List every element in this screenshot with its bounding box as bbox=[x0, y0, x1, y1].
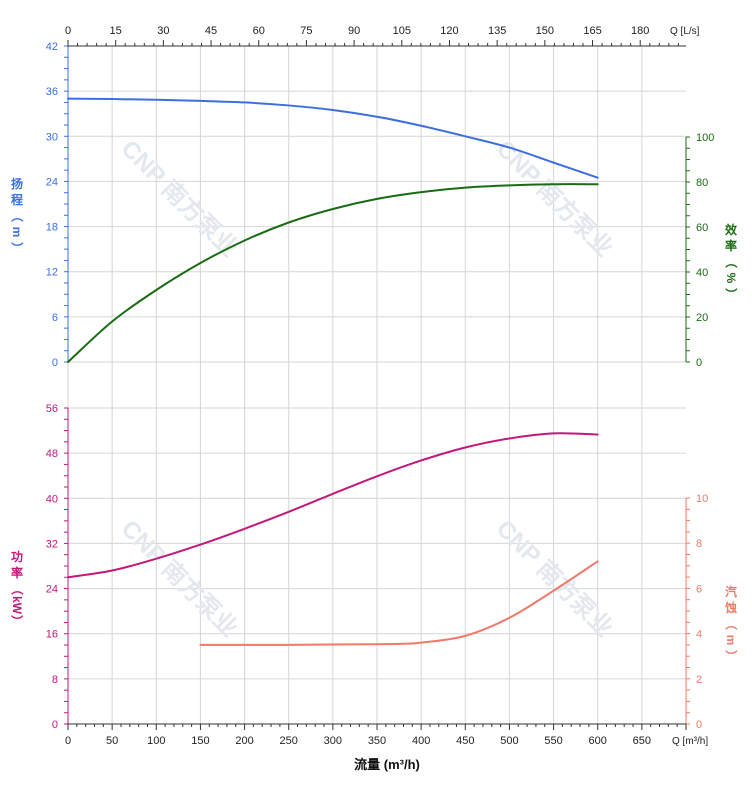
npsh-axis-label: （ bbox=[724, 618, 739, 630]
power-tick-label: 48 bbox=[46, 448, 58, 460]
x-top-axis-unit: Q [L/s] bbox=[670, 26, 700, 37]
head-tick-label: 24 bbox=[46, 176, 58, 188]
power-axis-label: （ bbox=[10, 583, 25, 595]
x-top-tick-label: 135 bbox=[488, 25, 506, 37]
power-tick-label: 0 bbox=[52, 719, 58, 731]
efficiency-tick-label: 0 bbox=[696, 357, 702, 369]
npsh-tick-label: 4 bbox=[696, 629, 702, 641]
x-tick-label: 500 bbox=[500, 735, 518, 747]
efficiency-axis-label: （ bbox=[724, 256, 739, 268]
x-top-tick-label: 105 bbox=[393, 25, 411, 37]
power-tick-label: 56 bbox=[46, 403, 58, 415]
power-axis-label: 功 bbox=[11, 549, 23, 564]
head-tick-label: 30 bbox=[46, 131, 58, 143]
x-tick-label: 50 bbox=[106, 735, 118, 747]
npsh-tick-label: 6 bbox=[696, 583, 702, 595]
x-top-tick-label: 165 bbox=[583, 25, 601, 37]
x-top-tick-label: 0 bbox=[65, 25, 71, 37]
x-tick-label: 600 bbox=[589, 735, 607, 747]
npsh-axis-label: 蚀 bbox=[724, 600, 737, 615]
efficiency-tick-label: 20 bbox=[696, 312, 708, 324]
head-tick-label: 36 bbox=[46, 86, 58, 98]
efficiency-tick-label: 60 bbox=[696, 222, 708, 234]
head-tick-label: 18 bbox=[46, 222, 58, 234]
head-tick-label: 42 bbox=[46, 41, 58, 53]
x-top-tick-label: 120 bbox=[440, 25, 458, 37]
x-top-tick-label: 30 bbox=[157, 25, 169, 37]
head-tick-label: 12 bbox=[46, 267, 58, 279]
npsh-curve bbox=[199, 560, 599, 646]
head-tick-label: 6 bbox=[52, 312, 58, 324]
x-top-tick-label: 60 bbox=[253, 25, 265, 37]
npsh-axis-label: 汽 bbox=[725, 584, 737, 599]
x-top-tick-label: 15 bbox=[110, 25, 122, 37]
x-tick-label: 650 bbox=[633, 735, 651, 747]
efficiency-axis-label: ） bbox=[724, 288, 739, 300]
x-tick-label: 150 bbox=[191, 735, 209, 747]
head-axis-label: ） bbox=[10, 242, 25, 254]
npsh-tick-label: 2 bbox=[696, 674, 702, 686]
x-axis-title: 流量 (m³/h) bbox=[354, 757, 420, 772]
x-top-tick-label: 150 bbox=[536, 25, 554, 37]
npsh-axis-label: m bbox=[724, 635, 738, 646]
power-tick-label: 40 bbox=[46, 493, 58, 505]
power-curve bbox=[67, 432, 599, 579]
x-tick-label: 0 bbox=[65, 735, 71, 747]
head-tick-label: 0 bbox=[52, 357, 58, 369]
head-axis-label: 程 bbox=[11, 192, 23, 207]
power-tick-label: 8 bbox=[52, 674, 58, 686]
x-axis-unit: Q [m³/h] bbox=[672, 736, 708, 747]
head-axis-label: （ bbox=[10, 210, 25, 222]
x-top-tick-label: 180 bbox=[631, 25, 649, 37]
x-tick-label: 550 bbox=[544, 735, 562, 747]
efficiency-curve bbox=[67, 183, 599, 363]
x-tick-label: 250 bbox=[280, 735, 298, 747]
efficiency-tick-label: 40 bbox=[696, 267, 708, 279]
x-tick-label: 100 bbox=[147, 735, 165, 747]
power-axis-label: 率 bbox=[11, 565, 23, 580]
npsh-axis-label: ） bbox=[724, 650, 739, 662]
x-tick-label: 400 bbox=[412, 735, 430, 747]
head-curve bbox=[67, 97, 599, 179]
efficiency-axis-label: 率 bbox=[725, 238, 737, 253]
x-top-tick-label: 90 bbox=[348, 25, 360, 37]
x-tick-label: 300 bbox=[324, 735, 342, 747]
power-axis-label: ） bbox=[10, 615, 25, 627]
head-axis-label: m bbox=[10, 227, 24, 238]
x-tick-label: 200 bbox=[235, 735, 253, 747]
npsh-tick-label: 8 bbox=[696, 538, 702, 550]
x-tick-label: 350 bbox=[368, 735, 386, 747]
power-axis-label: kW bbox=[10, 596, 24, 615]
efficiency-axis-label: 效 bbox=[725, 222, 738, 237]
efficiency-tick-label: 80 bbox=[696, 177, 708, 189]
efficiency-tick-label: 100 bbox=[696, 132, 714, 144]
x-tick-label: 450 bbox=[456, 735, 474, 747]
power-tick-label: 16 bbox=[46, 629, 58, 641]
power-tick-label: 32 bbox=[46, 538, 58, 550]
efficiency-axis-label: % bbox=[724, 273, 738, 284]
npsh-tick-label: 10 bbox=[696, 493, 708, 505]
x-top-tick-label: 45 bbox=[205, 25, 217, 37]
x-top-tick-label: 75 bbox=[300, 25, 312, 37]
head-axis-label: 扬 bbox=[11, 176, 23, 191]
power-tick-label: 24 bbox=[46, 584, 58, 596]
npsh-tick-label: 0 bbox=[696, 719, 702, 731]
